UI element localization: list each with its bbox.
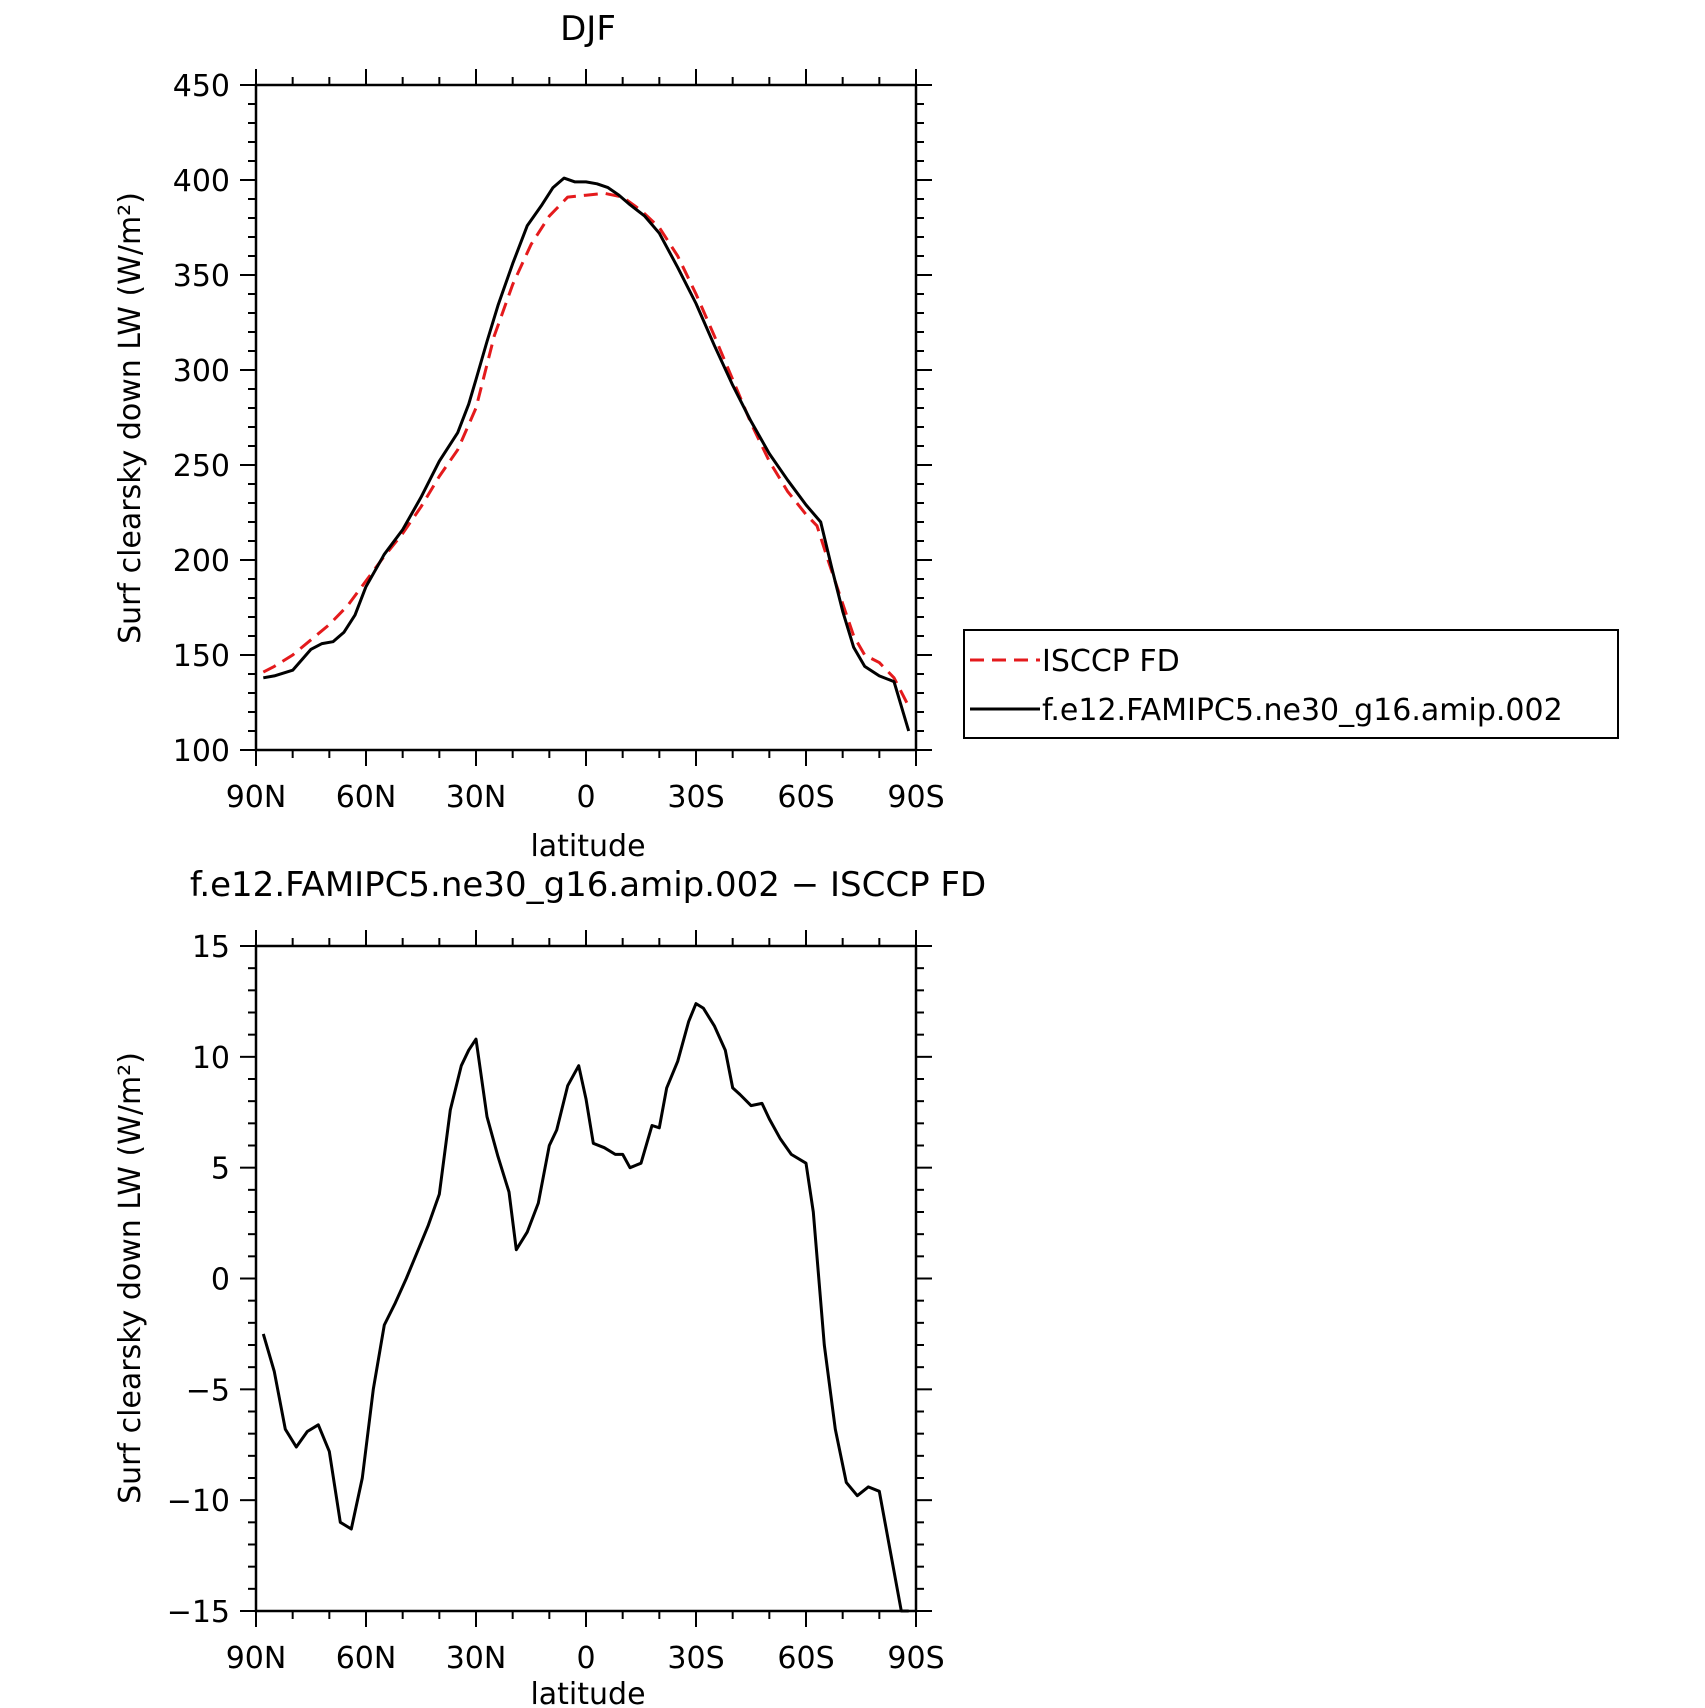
bottom-y-tick-label: −5 bbox=[186, 1373, 230, 1408]
top-y-tick-label: 200 bbox=[173, 544, 230, 579]
bottom-panel-series bbox=[261, 1002, 909, 1613]
legend: ISCCP FD f.e12.FAMIPC5.ne30_g16.amip.002 bbox=[963, 629, 1619, 739]
legend-model-label: f.e12.FAMIPC5.ne30_g16.amip.002 bbox=[1042, 693, 1563, 728]
bottom-panel-title: f.e12.FAMIPC5.ne30_g16.amip.002 − ISCCP … bbox=[190, 865, 986, 905]
bottom-y-tick-label: −10 bbox=[167, 1484, 230, 1519]
top-panel-y-axis-title: Surf clearsky down LW (W/m²) bbox=[113, 192, 148, 644]
top-y-tick-label: 250 bbox=[173, 449, 230, 484]
bottom-x-tick-label: 90N bbox=[226, 1641, 287, 1676]
bottom-x-tick-label: 90S bbox=[887, 1641, 944, 1676]
top-y-tick-label: 400 bbox=[173, 164, 230, 199]
legend-isccp-label: ISCCP FD bbox=[1042, 644, 1180, 679]
bottom-y-tick-label: 5 bbox=[211, 1152, 230, 1187]
bottom-y-tick-label: 10 bbox=[192, 1041, 230, 1076]
bottom-series-line-1 bbox=[261, 1002, 909, 1613]
top-x-tick-label: 0 bbox=[576, 780, 595, 815]
bottom-y-tick-label: 0 bbox=[211, 1263, 230, 1298]
bottom-panel-x-axis-title: latitude bbox=[530, 1677, 645, 1708]
top-x-tick-label: 60S bbox=[777, 780, 834, 815]
top-y-tick-label: 150 bbox=[173, 639, 230, 674]
top-x-tick-label: 30S bbox=[667, 780, 724, 815]
top-y-tick-label: 350 bbox=[173, 259, 230, 294]
top-series-line-2 bbox=[263, 176, 911, 732]
bottom-panel-frame bbox=[254, 944, 918, 1613]
top-y-tick-label: 300 bbox=[173, 354, 230, 389]
bottom-y-tick-label: −15 bbox=[167, 1595, 230, 1630]
top-panel-series bbox=[262, 176, 911, 732]
top-panel-title: DJF bbox=[560, 9, 616, 49]
bottom-panel-ticks: −15 −10 −5 0 5 10 15 90N 60N 30N 0 30S 60S 90S bbox=[167, 930, 945, 1676]
bottom-x-tick-label: 30S bbox=[667, 1641, 724, 1676]
top-x-tick-label: 90N bbox=[226, 780, 287, 815]
bottom-y-tick-label: 15 bbox=[192, 930, 230, 965]
bottom-panel-y-axis-title: Surf clearsky down LW (W/m²) bbox=[113, 1052, 148, 1504]
top-panel-frame bbox=[254, 83, 918, 752]
legend-box bbox=[963, 629, 1619, 739]
bottom-x-tick-label: 60N bbox=[336, 1641, 397, 1676]
top-series-line-1 bbox=[262, 191, 911, 707]
top-panel-ticks: 100 150 200 250 300 350 400 450 90N 60N 30N 0 30S 60S… bbox=[173, 69, 945, 815]
top-x-tick-label: 60N bbox=[336, 780, 397, 815]
bottom-x-tick-label: 60S bbox=[777, 1641, 834, 1676]
top-y-tick-label: 100 bbox=[173, 734, 230, 769]
top-y-tick-label: 450 bbox=[173, 69, 230, 104]
top-x-tick-label: 90S bbox=[887, 780, 944, 815]
top-panel-x-axis-title: latitude bbox=[530, 829, 645, 864]
bottom-x-tick-label: 0 bbox=[576, 1641, 595, 1676]
bottom-x-tick-label: 30N bbox=[446, 1641, 507, 1676]
top-x-tick-label: 30N bbox=[446, 780, 507, 815]
